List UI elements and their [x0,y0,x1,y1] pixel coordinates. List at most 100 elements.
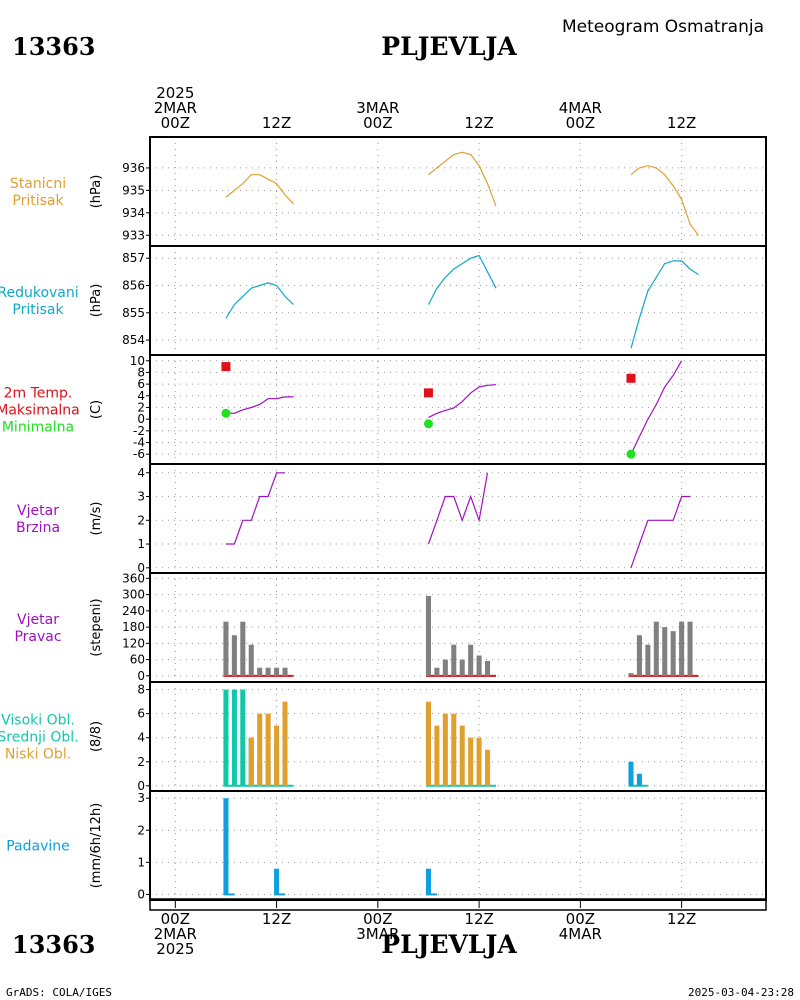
y-tick-label: 8 [137,365,145,379]
series-line [427,254,497,305]
bar [223,798,229,895]
time-label-bottom: 12Z [262,910,291,928]
y-tick-label: 10 [130,354,145,368]
series-line [630,165,699,236]
panel-label: Minimalna [2,420,74,436]
y-tick-label: 360 [122,571,145,585]
bar [223,689,229,786]
series-line [225,282,294,319]
bar [274,725,280,786]
time-label-top: 3MAR [356,99,399,117]
y-tick-label: 60 [130,653,145,667]
panel-clouds: 0 2 4 6 8 (8/8) Visoki Obl.Srednji Obl.Niski O… [0,681,767,793]
panel-label: Stanicni [10,176,66,192]
meteogram-subtitle: Meteogram Osmatranja [562,17,764,37]
unit-label: (C) [89,400,104,419]
bar [468,737,474,786]
bar [223,621,229,676]
min-temp-marker [423,419,433,429]
y-tick-label: 2 [137,513,145,527]
time-label-top: 12Z [262,114,291,132]
y-tick-label: 8 [137,683,145,697]
y-tick-label: 0 [137,561,145,575]
y-tick-label: 2 [137,823,145,837]
bar [240,621,246,676]
bar [265,667,271,676]
y-tick-label: 2 [137,400,145,414]
panel-label: Visoki Obl. [1,713,75,729]
bar [442,713,448,786]
series-line [630,360,683,455]
series-line [427,472,489,545]
bar [274,868,280,895]
bar [240,689,246,786]
time-label-bottom: 2025 [156,940,194,958]
panel-label: Pritisak [12,193,64,209]
time-label-bottom: 2MAR [154,925,197,943]
series-line [225,472,285,545]
bar [645,644,651,676]
panel-frame [149,790,767,901]
y-tick-label: 4 [137,466,145,480]
time-label-bottom: 00Z [566,910,595,928]
bar [476,655,482,676]
panel-label: Redukovani [0,285,79,301]
y-tick-label: 4 [137,731,145,745]
time-label-top: 4MAR [559,99,602,117]
y-tick-label: 0 [137,887,145,901]
bar [636,635,642,676]
station-id-top: 13363 [12,32,96,61]
y-tick-label: -2 [133,424,145,438]
y-tick-label: 933 [122,228,145,242]
min-temp-marker [626,449,636,459]
bar [425,868,431,895]
unit-label: (hPa) [89,175,104,209]
generation-timestamp: 2025-03-04-23:28 [688,986,794,999]
unit-label: (m/s) [89,502,104,536]
time-label-top: 12Z [464,114,493,132]
panel-label: Maksimalna [0,403,80,419]
y-tick-label: 300 [122,588,145,602]
series-line [225,396,294,414]
time-label-top: 00Z [161,114,190,132]
bar [468,644,474,676]
y-tick-label: 2 [137,755,145,769]
bar [274,667,280,676]
time-label-bottom: 00Z [161,910,190,928]
panel-label: Srednji Obl. [0,730,79,746]
bar [442,659,448,676]
y-tick-label: 934 [122,206,145,220]
max-temp-marker [221,362,231,372]
bar [248,737,254,786]
bar [459,725,465,786]
time-label-bottom: 12Z [464,910,493,928]
bar [265,713,271,786]
series-line [630,495,691,568]
time-label-top: 00Z [566,114,595,132]
bar [231,635,237,676]
panels: 933934935936(hPa)StanicniPritisak8548558… [0,136,767,901]
station-name-bottom: PLJEVLJA [381,930,517,959]
bar [476,737,482,786]
bar [653,621,659,676]
y-tick-label: 240 [122,604,145,618]
max-temp-marker [423,388,433,398]
bar [434,725,440,786]
min-temp-marker [221,408,231,418]
y-tick-label: 857 [122,251,145,265]
bar [282,701,288,786]
bar [425,701,431,786]
y-tick-label: 935 [122,183,145,197]
panel-frame [149,245,767,356]
y-tick-label: 855 [122,306,145,320]
bar [425,595,431,676]
panel-label: Pritisak [12,302,64,318]
time-label-top: 2MAR [154,99,197,117]
bar [628,673,634,676]
